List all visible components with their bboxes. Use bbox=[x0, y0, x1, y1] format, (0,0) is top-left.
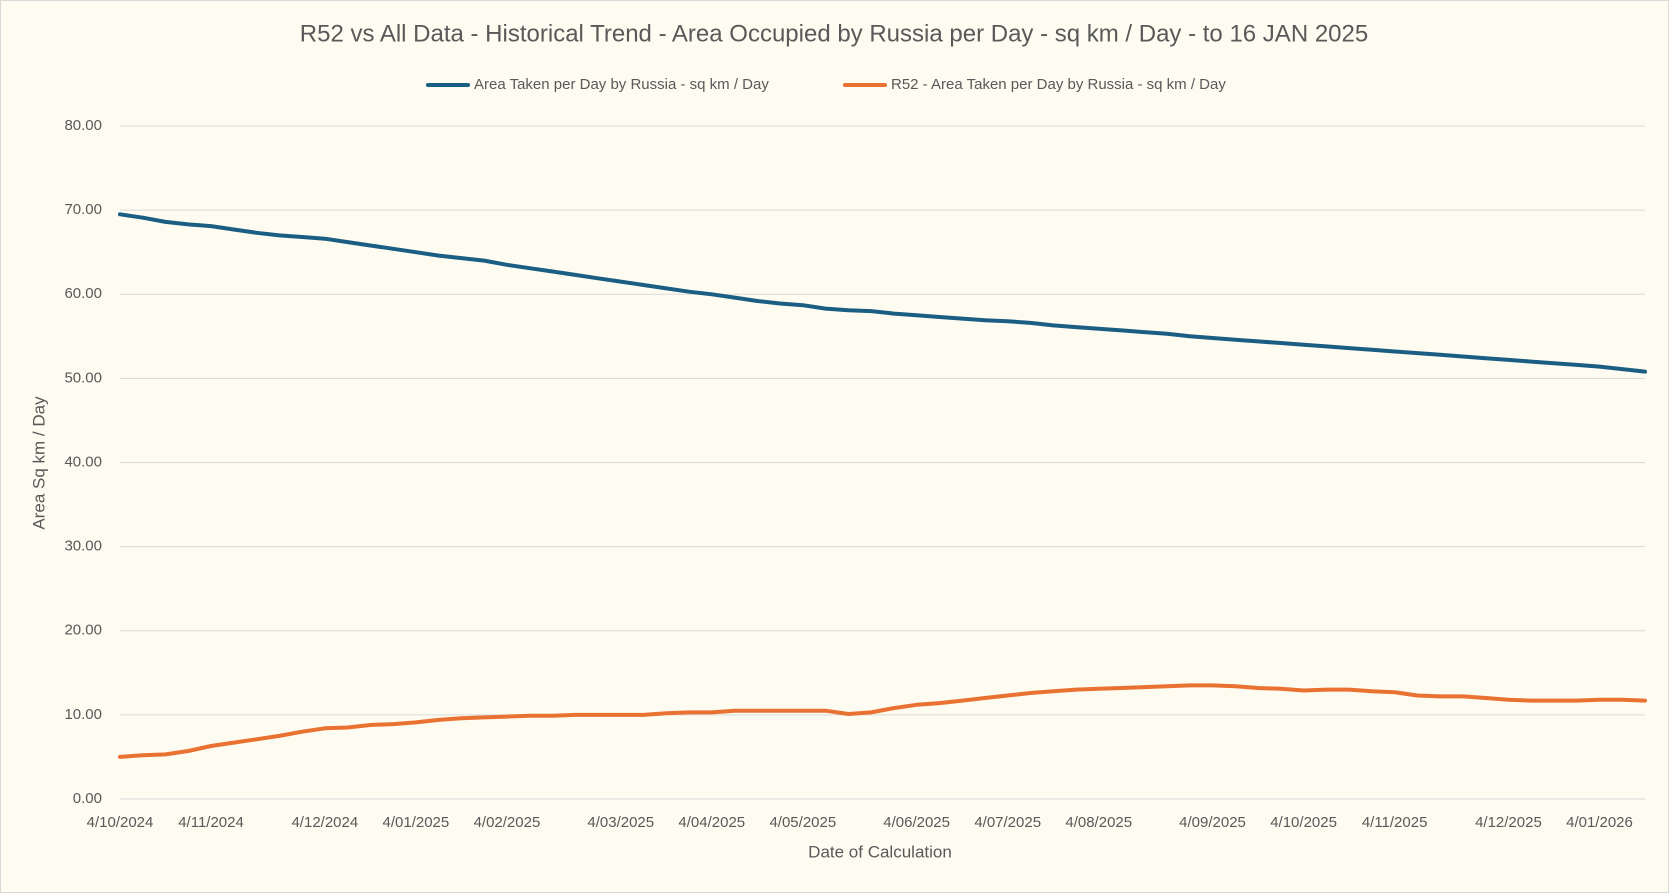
chart-title: R52 vs All Data - Historical Trend - Are… bbox=[300, 20, 1368, 47]
legend-label: R52 - Area Taken per Day by Russia - sq … bbox=[891, 76, 1226, 93]
x-tick-label: 4/06/2025 bbox=[883, 814, 950, 831]
x-tick-label: 4/12/2025 bbox=[1475, 814, 1542, 831]
x-tick-label: 4/09/2025 bbox=[1179, 814, 1246, 831]
series-line bbox=[118, 212, 1647, 374]
x-tick-label: 4/10/2025 bbox=[1270, 814, 1337, 831]
y-tick-label: 40.00 bbox=[64, 453, 102, 470]
y-tick-label: 10.00 bbox=[64, 706, 102, 723]
y-tick-label: 70.00 bbox=[64, 201, 102, 218]
x-tick-label: 4/03/2025 bbox=[587, 814, 654, 831]
y-tick-label: 80.00 bbox=[64, 117, 102, 134]
y-axis-title: Area Sq km / Day bbox=[29, 396, 48, 530]
x-tick-label: 4/01/2025 bbox=[383, 814, 450, 831]
y-tick-label: 0.00 bbox=[73, 790, 102, 807]
x-tick-label: 4/11/2025 bbox=[1362, 814, 1428, 831]
x-tick-label: 4/02/2025 bbox=[474, 814, 541, 831]
y-tick-label: 50.00 bbox=[64, 369, 102, 386]
x-tick-label: 4/04/2025 bbox=[678, 814, 745, 831]
y-tick-label: 20.00 bbox=[64, 622, 102, 639]
x-tick-label: 4/11/2024 bbox=[178, 814, 244, 831]
x-tick-label: 4/12/2024 bbox=[291, 814, 358, 831]
x-tick-label: 4/10/2024 bbox=[87, 814, 154, 831]
y-tick-label: 30.00 bbox=[64, 538, 102, 555]
series-line bbox=[118, 683, 1647, 759]
x-tick-label: 4/05/2025 bbox=[769, 814, 836, 831]
x-tick-label: 4/01/2026 bbox=[1566, 814, 1633, 831]
x-tick-label: 4/08/2025 bbox=[1065, 814, 1132, 831]
legend-label: Area Taken per Day by Russia - sq km / D… bbox=[474, 76, 769, 93]
x-tick-label: 4/07/2025 bbox=[974, 814, 1041, 831]
y-tick-label: 60.00 bbox=[64, 285, 102, 302]
x-axis-title: Date of Calculation bbox=[808, 842, 952, 861]
